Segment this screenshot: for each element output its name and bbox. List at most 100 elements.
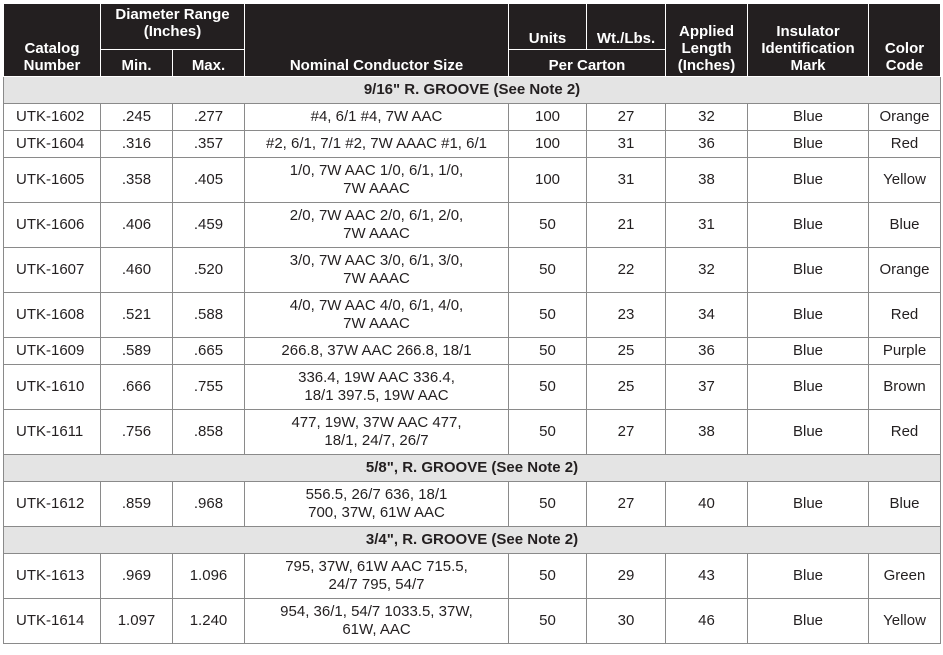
- data-cell: 31: [586, 130, 666, 158]
- data-cell: 4/0, 7W AAC 4/0, 6/1, 4/0, 7W AAAC: [244, 292, 509, 338]
- data-cell: 50: [508, 409, 587, 455]
- data-cell: Orange: [868, 247, 941, 293]
- data-row: UTK-1604.316.357 #2, 6/1, 7/1 #2, 7W AAAC…: [3, 130, 941, 158]
- data-cell: Yellow: [868, 598, 941, 644]
- data-cell: .245: [100, 103, 173, 131]
- catalog-cell: UTK-1604: [3, 130, 101, 158]
- data-cell: 556.5, 26/7 636, 18/1 700, 37W, 61W AAC: [244, 481, 509, 527]
- data-cell: 50: [508, 292, 587, 338]
- table-body: 9/16" R. GROOVE (See Note 2) UTK-1602.245…: [3, 76, 941, 644]
- header-cell: Per Carton: [508, 49, 666, 77]
- data-cell: 100: [508, 157, 587, 203]
- data-cell: 336.4, 19W AAC 336.4, 18/1 397.5, 19W AA…: [244, 364, 509, 410]
- data-cell: .521: [100, 292, 173, 338]
- data-row: UTK-1611.756.858 477, 19W, 37W AAC 477, 1…: [3, 409, 941, 455]
- data-row: UTK-1606.406.459 2/0, 7W AAC 2/0, 6/1, 2/…: [3, 202, 941, 248]
- data-cell: Blue: [747, 202, 869, 248]
- header-cell: Color Code: [868, 3, 941, 77]
- data-cell: 46: [665, 598, 748, 644]
- data-cell: 27: [586, 409, 666, 455]
- data-cell: .859: [100, 481, 173, 527]
- catalog-cell: UTK-1613: [3, 553, 101, 599]
- data-cell: 29: [586, 553, 666, 599]
- data-cell: Blue: [747, 130, 869, 158]
- data-cell: 21: [586, 202, 666, 248]
- data-cell: 50: [508, 247, 587, 293]
- data-cell: Blue: [747, 598, 869, 644]
- data-cell: 30: [586, 598, 666, 644]
- section-title: 9/16" R. GROOVE (See Note 2): [3, 76, 941, 104]
- section-row: 3/4", R. GROOVE (See Note 2): [3, 526, 941, 554]
- data-cell: .666: [100, 364, 173, 410]
- data-cell: 50: [508, 553, 587, 599]
- catalog-cell: UTK-1609: [3, 337, 101, 365]
- data-cell: 38: [665, 157, 748, 203]
- data-cell: 100: [508, 130, 587, 158]
- header-row: Min. Max. Per Carton: [4, 49, 941, 77]
- data-cell: Blue: [747, 364, 869, 410]
- data-cell: 1.240: [172, 598, 245, 644]
- data-cell: .858: [172, 409, 245, 455]
- data-cell: 1/0, 7W AAC 1/0, 6/1, 1/0, 7W AAAC: [244, 157, 509, 203]
- data-cell: .755: [172, 364, 245, 410]
- data-cell: 36: [665, 130, 748, 158]
- data-cell: 3/0, 7W AAC 3/0, 6/1, 3/0, 7W AAAC: [244, 247, 509, 293]
- data-cell: 32: [665, 103, 748, 131]
- data-row: UTK-1614 1.097 1.240 954, 36/1, 54/7 1033.5…: [3, 598, 941, 644]
- data-cell: 2/0, 7W AAC 2/0, 6/1, 2/0, 7W AAAC: [244, 202, 509, 248]
- catalog-cell: UTK-1612: [3, 481, 101, 527]
- catalog-cell: UTK-1606: [3, 202, 101, 248]
- data-cell: 50: [508, 337, 587, 365]
- data-row: UTK-1602.245.277 #4, 6/1 #4, 7W AAC 100 27 3…: [3, 103, 941, 131]
- header-cell: Min.: [100, 49, 173, 77]
- catalog-cell: UTK-1602: [3, 103, 101, 131]
- data-cell: Purple: [868, 337, 941, 365]
- data-cell: 477, 19W, 37W AAC 477, 18/1, 24/7, 26/7: [244, 409, 509, 455]
- catalog-cell: UTK-1605: [3, 157, 101, 203]
- data-cell: Red: [868, 409, 941, 455]
- data-cell: Blue: [747, 409, 869, 455]
- data-cell: Blue: [747, 157, 869, 203]
- data-cell: 50: [508, 364, 587, 410]
- data-cell: .588: [172, 292, 245, 338]
- catalog-cell: UTK-1611: [3, 409, 101, 455]
- data-row: UTK-1613.969 1.096 795, 37W, 61W AAC 715.5…: [3, 553, 941, 599]
- data-cell: 1.096: [172, 553, 245, 599]
- header-cell: Units: [508, 3, 587, 50]
- header-cell: Applied Length (Inches): [665, 3, 748, 77]
- data-cell: Blue: [747, 292, 869, 338]
- data-cell: 32: [665, 247, 748, 293]
- data-cell: 22: [586, 247, 666, 293]
- data-cell: 37: [665, 364, 748, 410]
- data-cell: 25: [586, 337, 666, 365]
- catalog-cell: UTK-1614: [3, 598, 101, 644]
- data-cell: Blue: [747, 337, 869, 365]
- data-cell: .316: [100, 130, 173, 158]
- data-cell: .357: [172, 130, 245, 158]
- data-cell: 50: [508, 202, 587, 248]
- data-cell: .459: [172, 202, 245, 248]
- header-cell: Insulator Identification Mark: [747, 3, 869, 77]
- data-cell: Yellow: [868, 157, 941, 203]
- data-cell: Blue: [747, 481, 869, 527]
- data-cell: 38: [665, 409, 748, 455]
- data-cell: 266.8, 37W AAC 266.8, 18/1: [244, 337, 509, 365]
- data-cell: .665: [172, 337, 245, 365]
- data-cell: 23: [586, 292, 666, 338]
- section-row: 5/8", R. GROOVE (See Note 2): [3, 454, 941, 482]
- data-row: UTK-1607.460.520 3/0, 7W AAC 3/0, 6/1, 3/…: [3, 247, 941, 293]
- data-cell: Blue: [747, 103, 869, 131]
- header-cell: Nominal Conductor Size: [244, 3, 509, 77]
- data-cell: .520: [172, 247, 245, 293]
- data-cell: Blue: [868, 481, 941, 527]
- catalog-cell: UTK-1608: [3, 292, 101, 338]
- data-cell: 43: [665, 553, 748, 599]
- catalog-cell: UTK-1607: [3, 247, 101, 293]
- data-cell: Blue: [747, 247, 869, 293]
- data-cell: .277: [172, 103, 245, 131]
- data-cell: 31: [586, 157, 666, 203]
- header-cell: Max.: [172, 49, 245, 77]
- data-cell: .589: [100, 337, 173, 365]
- data-row: UTK-1605.358.405 1/0, 7W AAC 1/0, 6/1, 1/…: [3, 157, 941, 203]
